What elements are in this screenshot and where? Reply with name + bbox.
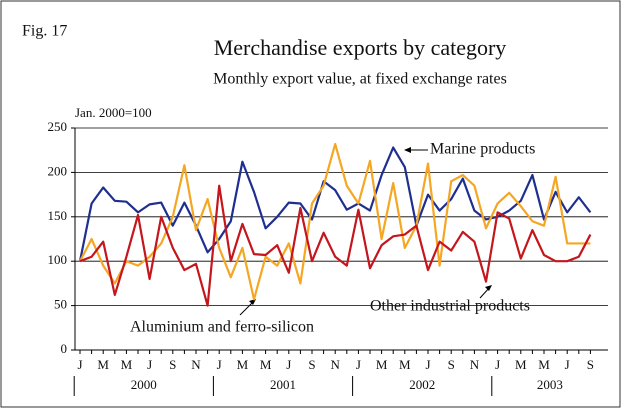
arrow-head bbox=[485, 285, 492, 291]
x-tick-label: M bbox=[515, 357, 527, 372]
year-label: 2001 bbox=[270, 377, 296, 392]
year-label: 2003 bbox=[537, 377, 563, 392]
arrow-head bbox=[249, 299, 256, 305]
x-tick-label: J bbox=[565, 357, 570, 372]
x-tick-label: N bbox=[470, 357, 480, 372]
x-tick-label: M bbox=[121, 357, 133, 372]
y-tick-label: 250 bbox=[48, 119, 68, 134]
y-tick-label: 100 bbox=[48, 252, 68, 267]
x-tick-label: J bbox=[286, 357, 291, 372]
x-tick-label: J bbox=[495, 357, 500, 372]
series-line bbox=[78, 146, 592, 262]
x-tick-label: M bbox=[538, 357, 550, 372]
year-label: 2000 bbox=[131, 377, 157, 392]
arrow-head bbox=[404, 147, 411, 153]
series-label: Other industrial products bbox=[370, 298, 530, 315]
y-tick-label: 150 bbox=[48, 208, 68, 223]
x-tick-label: J bbox=[217, 357, 222, 372]
x-tick-label: S bbox=[448, 357, 455, 372]
x-tick-label: J bbox=[356, 357, 361, 372]
y-tick-label: 50 bbox=[54, 297, 67, 312]
series-line bbox=[79, 184, 592, 307]
x-tick-label: M bbox=[399, 357, 411, 372]
figure-label: Fig. 17 bbox=[22, 23, 67, 40]
chart-subtitle: Monthly export value, at fixed exchange … bbox=[213, 71, 507, 88]
y-axis-label: Jan. 2000=100 bbox=[75, 105, 152, 120]
series-label: Marine products bbox=[430, 141, 535, 158]
series-line bbox=[79, 142, 591, 301]
x-tick-label: M bbox=[376, 357, 388, 372]
chart-title: Merchandise exports by category bbox=[214, 35, 507, 60]
year-label: 2002 bbox=[409, 377, 435, 392]
x-tick-label: M bbox=[237, 357, 249, 372]
x-tick-label: J bbox=[147, 357, 152, 372]
y-tick-label: 0 bbox=[61, 341, 68, 356]
x-tick-label: S bbox=[587, 357, 594, 372]
x-tick-label: J bbox=[425, 357, 430, 372]
x-tick-label: N bbox=[191, 357, 201, 372]
x-tick-label: N bbox=[331, 357, 341, 372]
x-tick-label: J bbox=[77, 357, 82, 372]
x-tick-label: S bbox=[308, 357, 315, 372]
x-tick-label: M bbox=[97, 357, 109, 372]
series-label: Aluminium and ferro-silicon bbox=[130, 319, 314, 336]
x-tick-label: M bbox=[260, 357, 272, 372]
x-tick-label: S bbox=[169, 357, 176, 372]
annotations bbox=[239, 147, 492, 316]
y-tick-label: 200 bbox=[48, 163, 68, 178]
